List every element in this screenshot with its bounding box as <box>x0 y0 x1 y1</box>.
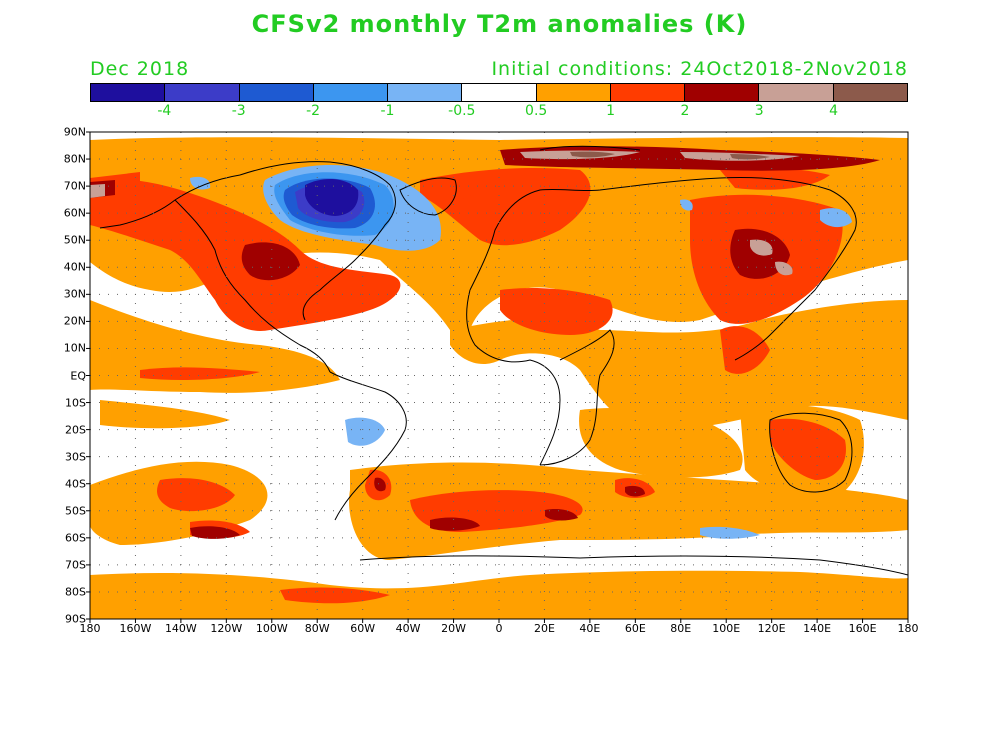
colorbar-label: 2 <box>680 103 690 119</box>
colorbar-label: 4 <box>829 103 839 119</box>
colorbar-box <box>685 84 760 101</box>
colorbar-label: 1 <box>606 103 615 119</box>
colorbar-label: 3 <box>754 103 764 119</box>
colorbar-box <box>462 84 537 101</box>
lon-label: 100E <box>712 622 741 635</box>
lon-label: 80E <box>670 622 692 635</box>
lat-label: 80N <box>63 152 86 166</box>
colorbar-box <box>759 84 834 101</box>
lon-label: 40W <box>395 622 421 635</box>
colorbar-box <box>239 84 314 101</box>
lat-label: 70S <box>65 558 86 572</box>
lon-label: 140W <box>164 622 197 635</box>
valid-month: Dec 2018 <box>90 58 190 80</box>
coastlines <box>99 145 908 576</box>
lat-label: 10N <box>63 341 86 355</box>
initial-conditions: Initial conditions: 24Oct2018-2Nov2018 <box>491 58 908 80</box>
map-title: CFSv2 monthly T2m anomalies (K) <box>251 10 748 38</box>
lat-label: 70N <box>63 179 86 193</box>
lon-label: 100W <box>255 622 288 635</box>
colorbar-box <box>91 84 166 101</box>
axis-ticks <box>86 131 909 623</box>
lon-label: 60E <box>624 622 646 635</box>
lat-label: 80S <box>65 585 86 599</box>
colorbar <box>90 83 908 102</box>
lon-label: 20W <box>441 622 466 635</box>
lon-label: 60W <box>350 622 376 635</box>
lon-label: 120W <box>210 622 243 635</box>
lat-label: 90N <box>63 125 86 139</box>
lat-label: 20S <box>65 423 86 437</box>
lon-label: 140E <box>803 622 832 635</box>
lon-label: 160W <box>119 622 152 635</box>
colorbar-box <box>833 84 907 101</box>
lon-label: 120E <box>757 622 786 635</box>
colorbar-label: -4 <box>157 103 172 119</box>
colorbar-label: 0.5 <box>525 103 548 119</box>
lon-label: 80W <box>304 622 330 635</box>
lat-label: 40N <box>63 260 86 274</box>
lat-label: 50N <box>63 233 86 247</box>
lat-label: 20N <box>63 314 86 328</box>
colorbar-label: -3 <box>231 103 246 119</box>
colorbar-box <box>610 84 686 101</box>
lat-label: 50S <box>65 504 86 518</box>
anomaly-brown-layer <box>570 151 770 160</box>
graticule <box>90 132 908 619</box>
colorbar-label: -1 <box>380 103 395 119</box>
lat-label: EQ <box>70 369 86 382</box>
lon-label: 160E <box>848 622 877 635</box>
colorbar-label: -0.5 <box>448 103 476 119</box>
lat-label: 10S <box>65 396 86 410</box>
lon-label: 180 <box>897 622 919 635</box>
colorbar-box <box>388 84 463 101</box>
lon-label: 0 <box>495 622 503 635</box>
lat-label: 90S <box>65 612 86 626</box>
colorbar-box <box>165 84 240 101</box>
lat-label: 30N <box>63 287 86 301</box>
lon-label: 180 <box>79 622 101 635</box>
lat-label: 40S <box>65 477 86 491</box>
lat-label: 60S <box>65 531 86 545</box>
colorbar-box <box>536 84 611 101</box>
lat-label: 30S <box>65 450 86 464</box>
colorbar-box <box>313 84 389 101</box>
lon-label: 20E <box>533 622 555 635</box>
colorbar-label: -2 <box>306 103 321 119</box>
lat-label: 60N <box>63 206 86 220</box>
lon-label: 40E <box>579 622 601 635</box>
